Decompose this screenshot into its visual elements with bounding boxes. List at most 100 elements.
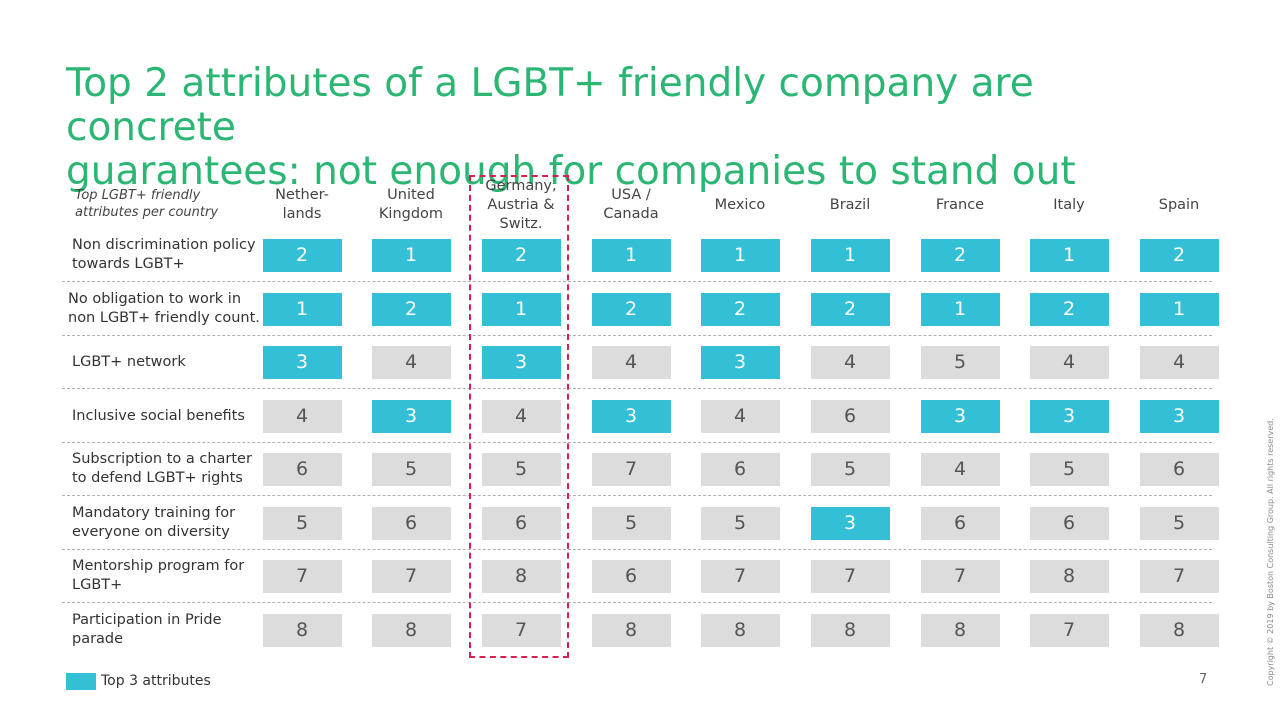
rank-cell: 8 bbox=[262, 613, 342, 647]
rank-cell: 1 bbox=[810, 238, 890, 272]
highlighted-column-box bbox=[469, 175, 569, 658]
rank-cell: 6 bbox=[700, 452, 780, 486]
column-header-line: Austria & bbox=[487, 196, 555, 213]
column-header-line: USA / bbox=[611, 187, 651, 203]
rank-cell: 5 bbox=[481, 452, 561, 486]
rank-cell: 6 bbox=[371, 506, 451, 540]
rank-cell: 4 bbox=[591, 345, 671, 379]
page-number: 7 bbox=[1199, 672, 1208, 687]
title-line-2: guarantees: not enough for companies to … bbox=[66, 149, 1076, 194]
rank-cell: 1 bbox=[1139, 292, 1219, 326]
rank-cell: 2 bbox=[1139, 238, 1219, 272]
rank-cell: 8 bbox=[1139, 613, 1219, 647]
column-header-line: lands bbox=[282, 206, 322, 222]
row-divider bbox=[62, 388, 1212, 389]
rank-cell: 5 bbox=[591, 506, 671, 540]
row-label: LGBT+ network bbox=[72, 353, 186, 370]
rank-cell: 4 bbox=[262, 399, 342, 433]
column-header: Spain bbox=[1129, 175, 1229, 235]
rank-cell: 2 bbox=[591, 292, 671, 326]
row-label: Subscription to a charter to defend LGBT… bbox=[72, 451, 252, 486]
legend-swatch-top3 bbox=[66, 673, 96, 690]
title-line-1: Top 2 attributes of a LGBT+ friendly com… bbox=[66, 61, 1034, 150]
row-label: Inclusive social benefits bbox=[72, 407, 245, 424]
row-label: No obligation to work in non LGBT+ frien… bbox=[68, 291, 260, 326]
rank-cell: 4 bbox=[371, 345, 451, 379]
column-header: Brazil bbox=[800, 175, 900, 235]
rank-cell: 1 bbox=[920, 292, 1000, 326]
row-divider bbox=[62, 281, 1212, 282]
column-header: Mexico bbox=[690, 175, 790, 235]
rank-cell: 4 bbox=[1029, 345, 1109, 379]
rank-cell: 2 bbox=[920, 238, 1000, 272]
copyright-notice: Copyright © 2019 by Boston Consulting Gr… bbox=[1266, 418, 1275, 686]
rank-cell: 6 bbox=[1029, 506, 1109, 540]
column-header-line: Mexico bbox=[714, 196, 766, 213]
column-header-line: United bbox=[387, 187, 435, 203]
rank-cell: 6 bbox=[481, 506, 561, 540]
column-header-line: Brazil bbox=[829, 196, 871, 213]
rank-cell: 1 bbox=[700, 238, 780, 272]
column-header-line: Italy bbox=[1053, 196, 1085, 213]
page-title: Top 2 attributes of a LGBT+ friendly com… bbox=[66, 62, 1216, 194]
rank-cell: 1 bbox=[262, 292, 342, 326]
rank-cell: 7 bbox=[1029, 613, 1109, 647]
column-header: Nether-lands bbox=[252, 175, 352, 235]
rank-cell: 5 bbox=[262, 506, 342, 540]
rank-cell: 7 bbox=[481, 613, 561, 647]
rank-cell: 4 bbox=[810, 345, 890, 379]
rank-cell: 7 bbox=[371, 559, 451, 593]
rank-cell: 6 bbox=[1139, 452, 1219, 486]
column-header-line: Germany, bbox=[485, 177, 557, 194]
rank-cell: 2 bbox=[371, 292, 451, 326]
rank-cell: 6 bbox=[591, 559, 671, 593]
rank-cell: 4 bbox=[920, 452, 1000, 486]
column-header-line: Canada bbox=[603, 206, 659, 222]
corner-header: Top LGBT+ friendly attributes per countr… bbox=[75, 188, 219, 220]
rank-cell: 6 bbox=[262, 452, 342, 486]
rank-cell: 8 bbox=[810, 613, 890, 647]
rank-cell: 6 bbox=[920, 506, 1000, 540]
rank-cell: 2 bbox=[700, 292, 780, 326]
rank-cell: 7 bbox=[920, 559, 1000, 593]
rank-cell: 3 bbox=[920, 399, 1000, 433]
rank-cell: 7 bbox=[591, 452, 671, 486]
column-header-line: Switz. bbox=[499, 215, 543, 232]
row-label: Mandatory training for everyone on diver… bbox=[72, 505, 236, 540]
rank-cell: 3 bbox=[700, 345, 780, 379]
row-divider bbox=[62, 602, 1212, 603]
column-header-line: Nether- bbox=[275, 187, 329, 203]
rank-cell: 8 bbox=[1029, 559, 1109, 593]
row-label: Mentorship program for LGBT+ bbox=[72, 558, 245, 593]
rank-cell: 5 bbox=[1139, 506, 1219, 540]
rank-cell: 2 bbox=[262, 238, 342, 272]
rank-cell: 6 bbox=[810, 399, 890, 433]
rank-cell: 7 bbox=[262, 559, 342, 593]
row-divider bbox=[62, 335, 1212, 336]
rank-cell: 2 bbox=[1029, 292, 1109, 326]
rank-cell: 1 bbox=[371, 238, 451, 272]
rank-cell: 5 bbox=[700, 506, 780, 540]
row-divider bbox=[62, 549, 1212, 550]
rank-cell: 7 bbox=[700, 559, 780, 593]
rank-cell: 8 bbox=[591, 613, 671, 647]
rank-cell: 2 bbox=[810, 292, 890, 326]
rank-cell: 5 bbox=[810, 452, 890, 486]
rank-cell: 3 bbox=[481, 345, 561, 379]
rank-cell: 1 bbox=[481, 292, 561, 326]
rank-cell: 3 bbox=[810, 506, 890, 540]
row-divider bbox=[62, 495, 1212, 496]
rank-cell: 3 bbox=[371, 399, 451, 433]
column-header: United Kingdom bbox=[361, 175, 461, 235]
rank-cell: 5 bbox=[371, 452, 451, 486]
column-header: Germany, Austria & Switz. bbox=[471, 175, 571, 235]
rank-cell: 4 bbox=[700, 399, 780, 433]
row-label: Participation in Pride parade bbox=[72, 612, 222, 647]
rank-cell: 8 bbox=[700, 613, 780, 647]
rank-cell: 8 bbox=[920, 613, 1000, 647]
rank-cell: 4 bbox=[481, 399, 561, 433]
rank-cell: 7 bbox=[1139, 559, 1219, 593]
column-header-line: France bbox=[935, 196, 985, 213]
column-header: France bbox=[910, 175, 1010, 235]
rank-cell: 4 bbox=[1139, 345, 1219, 379]
